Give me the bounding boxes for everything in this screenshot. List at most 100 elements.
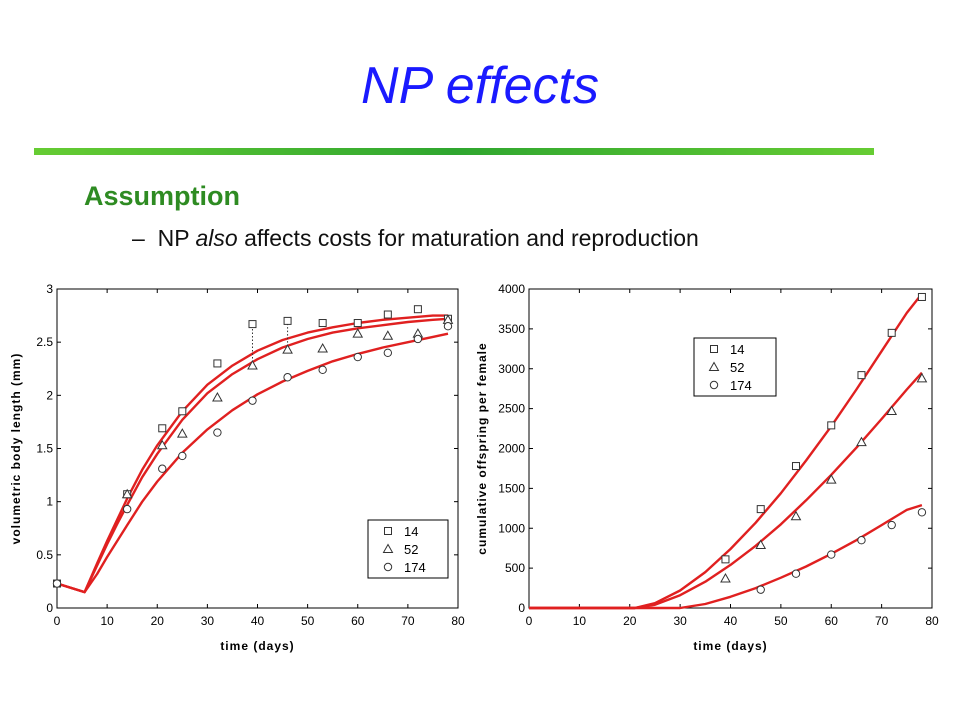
heading-assumption: Assumption <box>84 181 241 211</box>
x-tick-label: 70 <box>401 614 415 628</box>
data-point-square <box>887 328 896 337</box>
y-tick-label: 4000 <box>498 282 525 296</box>
y-tick-label: 0.5 <box>36 548 53 562</box>
data-point-circle <box>52 579 62 588</box>
x-tick-label: 60 <box>351 614 365 628</box>
data-point-square <box>857 371 866 380</box>
x-tick-label: 0 <box>526 614 533 628</box>
data-point-triangle <box>282 344 293 354</box>
x-tick-label: 80 <box>925 614 939 628</box>
legend-label: 14 <box>404 524 418 539</box>
bullet-suffix: affects costs for maturation and reprodu… <box>237 225 699 251</box>
legend-label: 52 <box>404 542 418 557</box>
data-point-triangle <box>212 391 223 402</box>
data-point-circle <box>283 373 292 382</box>
data-point-circle <box>827 550 836 559</box>
x-tick-label: 10 <box>100 614 114 628</box>
data-point-square <box>827 421 836 430</box>
data-point-circle <box>383 348 393 358</box>
data-point-square <box>318 319 327 328</box>
data-point-circle <box>443 322 453 331</box>
x-tick-label: 20 <box>623 614 637 628</box>
legend-label: 52 <box>730 360 744 375</box>
y-axis-label: volumetric body length (mm) <box>9 353 23 545</box>
data-point-circle <box>318 365 327 375</box>
legend-marker-circle <box>709 380 719 390</box>
y-tick-label: 2.5 <box>36 335 53 349</box>
x-axis-label: time (days) <box>693 639 767 653</box>
x-tick-label: 30 <box>673 614 687 628</box>
title-underline <box>34 148 874 155</box>
data-point-square <box>213 359 222 368</box>
x-tick-label: 40 <box>724 614 738 628</box>
x-axis-label: time (days) <box>220 639 294 653</box>
bullet-dash: – <box>132 225 145 251</box>
y-tick-label: 1.5 <box>36 442 53 456</box>
y-tick-label: 1 <box>46 495 53 509</box>
data-point-circle <box>413 334 423 344</box>
data-point-circle <box>213 428 222 437</box>
x-tick-label: 60 <box>825 614 839 628</box>
fit-curve <box>56 317 449 594</box>
y-axis-label: cumulative offspring per female <box>475 342 489 554</box>
data-point-square <box>283 316 292 325</box>
legend-box <box>693 337 777 397</box>
data-point-circle <box>857 536 866 545</box>
y-tick-label: 0 <box>46 601 53 615</box>
slide-title: NP effects <box>361 57 599 115</box>
bullet-italic: also <box>195 225 238 251</box>
x-tick-label: 50 <box>774 614 788 628</box>
y-tick-label: 1500 <box>498 481 525 495</box>
data-point-circle <box>122 504 132 514</box>
data-point-triangle <box>176 428 188 438</box>
fit-curve <box>529 371 923 610</box>
y-tick-label: 2000 <box>498 442 525 456</box>
legend-marker-triangle <box>708 361 720 371</box>
body-length-chart: 0 10 20 30 40 50 60 70 80 0 0.5 1 1.5 2 2.5 3 time (days… <box>9 282 465 653</box>
data-point-triangle <box>856 436 867 447</box>
data-point-triangle <box>886 405 898 416</box>
y-tick-label: 1000 <box>498 521 525 535</box>
y-tick-label: 3500 <box>498 322 525 336</box>
data-point-triangle <box>790 510 802 521</box>
data-point-square <box>791 462 800 471</box>
legend-label: 174 <box>404 560 426 575</box>
data-point-square <box>383 310 392 319</box>
x-tick-label: 80 <box>451 614 465 628</box>
data-point-triangle <box>382 330 394 340</box>
data-point-square <box>353 319 362 328</box>
plot-frame <box>528 288 933 609</box>
x-tick-label: 20 <box>151 614 165 628</box>
data-point-circle <box>917 508 927 517</box>
legend-label: 14 <box>730 342 744 357</box>
x-tick-label: 70 <box>875 614 889 628</box>
y-tick-label: 2500 <box>498 402 525 416</box>
data-point-triangle <box>317 343 329 353</box>
data-point-triangle <box>352 328 364 338</box>
legend-label: 174 <box>730 378 752 393</box>
data-point-triangle <box>121 488 133 499</box>
y-tick-label: 0 <box>518 601 525 615</box>
x-tick-label: 0 <box>54 614 61 628</box>
data-point-triangle <box>720 572 731 583</box>
data-point-triangle <box>916 372 928 383</box>
x-tick-label: 40 <box>251 614 265 628</box>
data-point-circle <box>158 464 167 473</box>
offspring-chart: 0 10 20 30 40 50 60 70 80 0 500 1000 1500 2000 2500 300… <box>475 282 939 653</box>
data-point-triangle <box>247 360 258 370</box>
y-tick-label: 3 <box>46 282 53 296</box>
x-tick-label: 10 <box>573 614 587 628</box>
data-point-circle <box>353 352 362 362</box>
legend-marker-square <box>710 345 718 353</box>
data-point-square <box>756 505 765 514</box>
data-point-square <box>721 555 730 564</box>
x-tick-label: 30 <box>201 614 215 628</box>
data-point-circle <box>887 520 896 530</box>
data-point-triangle <box>825 474 837 484</box>
bullet-prefix: NP <box>157 225 196 251</box>
data-point-circle <box>756 585 765 594</box>
x-tick-label: 50 <box>301 614 315 628</box>
fit-curve <box>56 332 449 594</box>
data-point-circle <box>248 396 257 405</box>
y-tick-label: 500 <box>505 561 525 575</box>
